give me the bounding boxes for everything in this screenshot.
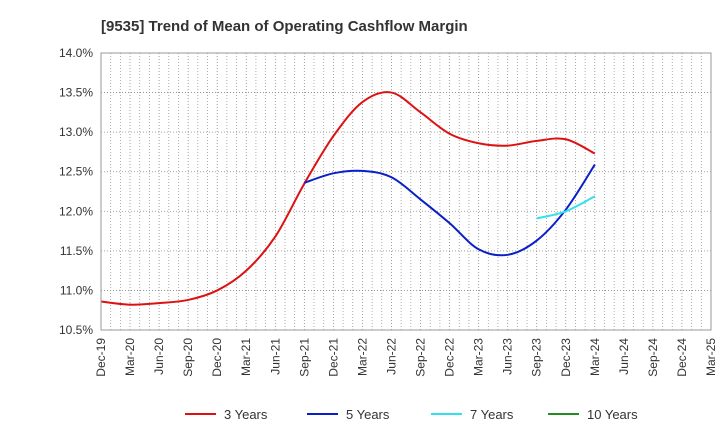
y-tick-label: 12.5% — [59, 165, 93, 179]
y-tick-label: 14.0% — [59, 46, 93, 60]
x-tick-label: Dec-20 — [210, 338, 224, 377]
y-tick-label: 11.5% — [60, 244, 93, 258]
series-line-2 — [536, 195, 596, 220]
x-tick-label: Jun-21 — [268, 338, 282, 375]
legend-label-3: 10 Years — [587, 407, 638, 422]
x-tick-label: Jun-23 — [501, 338, 515, 375]
chart-title: [9535] Trend of Mean of Operating Cashfl… — [101, 18, 468, 35]
legend-label-1: 5 Years — [346, 407, 390, 422]
plot-background — [101, 53, 711, 330]
x-tick-label: Mar-23 — [472, 338, 486, 376]
series-line-1 — [304, 164, 596, 257]
plot-area — [100, 52, 712, 331]
x-tick-label: Mar-20 — [123, 338, 137, 376]
x-tick-label: Jun-24 — [617, 338, 631, 375]
x-tick-label: Mar-24 — [588, 338, 602, 376]
y-tick-label: 13.5% — [59, 86, 93, 100]
x-tick-label: Dec-21 — [326, 338, 340, 377]
series-line-0 — [100, 91, 596, 306]
x-tick-label: Dec-19 — [94, 338, 108, 377]
y-tick-label: 11.0% — [60, 283, 93, 297]
legend-label-0: 3 Years — [224, 407, 268, 422]
x-tick-label: Mar-22 — [355, 338, 369, 376]
x-tick-label: Dec-23 — [559, 338, 573, 377]
x-tick-label: Jun-22 — [384, 338, 398, 375]
x-tick-label: Sep-21 — [297, 338, 311, 377]
legend: 3 Years 5 Years 7 Years 10 Years — [185, 407, 638, 422]
y-tick-label: 13.0% — [59, 125, 93, 139]
x-tick-label: Sep-22 — [414, 338, 428, 377]
x-tick-label: Dec-24 — [675, 338, 689, 377]
x-tick-label: Sep-24 — [646, 338, 660, 377]
legend-label-2: 7 Years — [470, 407, 514, 422]
x-tick-label: Mar-25 — [704, 338, 718, 376]
y-tick-label: 12.0% — [59, 204, 93, 218]
plot-border — [100, 52, 712, 331]
x-tick-label: Jun-20 — [152, 338, 166, 375]
series-layer — [100, 91, 596, 306]
x-tick-label: Dec-22 — [443, 338, 457, 377]
x-tick-label: Sep-23 — [530, 338, 544, 377]
axes: 10.5% 11.0% 11.5% 12.0% 12.5% 13.0% 13.5% 14.0%… — [59, 46, 718, 377]
y-tick-label: 10.5% — [59, 323, 93, 337]
x-tick-label: Sep-20 — [181, 338, 195, 377]
x-tick-label: Mar-21 — [239, 338, 253, 376]
